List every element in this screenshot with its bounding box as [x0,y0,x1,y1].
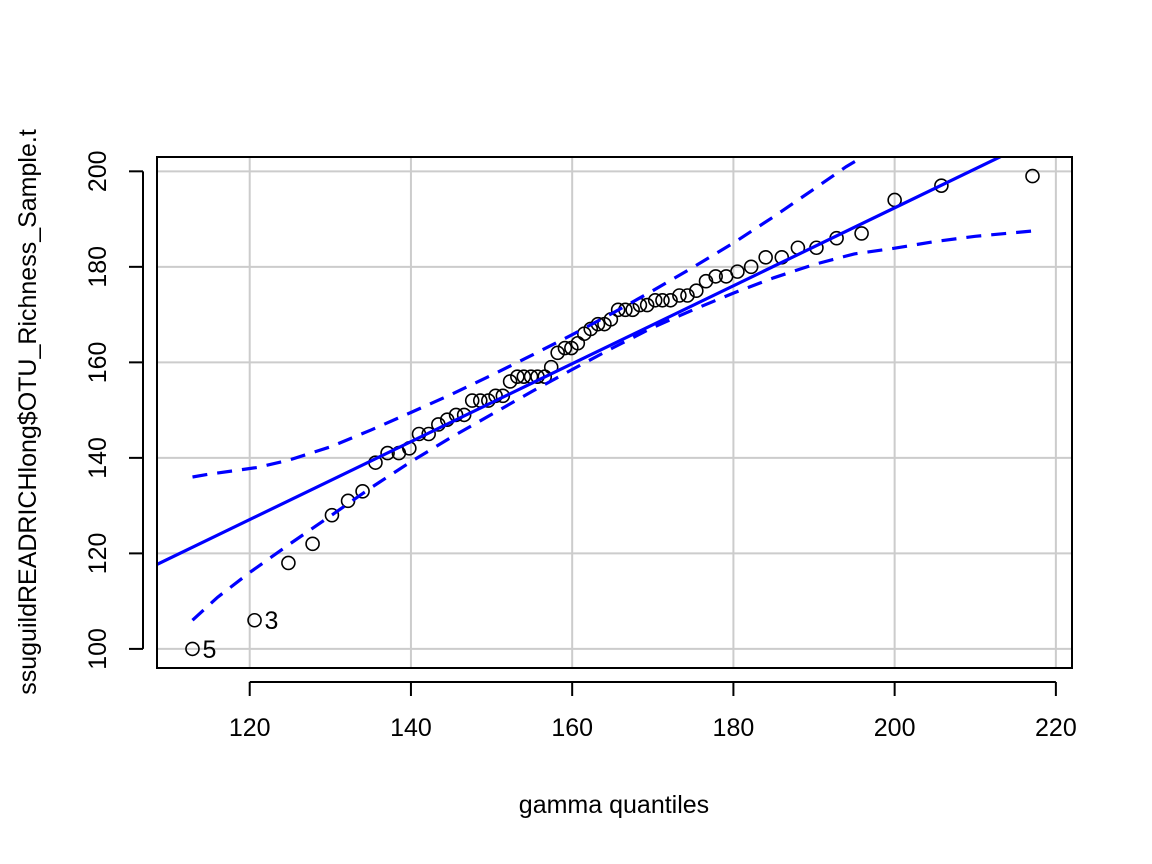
x-tick-label: 180 [713,714,755,742]
data-point [854,226,869,241]
data-point [655,292,670,308]
data-point [639,297,655,313]
data-point [557,340,573,356]
data-point [730,264,745,279]
grid-lines [157,157,1072,668]
y-tick-label: 160 [84,342,112,384]
x-tick-label: 120 [229,714,271,742]
confidence-band-line [191,229,1033,622]
data-point [502,374,518,389]
y-tick-label: 120 [84,533,112,575]
data-point [464,393,480,408]
x-tick-label: 200 [874,714,916,742]
data-point [672,288,687,303]
y-tick-label: 180 [84,246,112,288]
reference-line [157,157,1004,566]
confidence-band-line [192,157,866,479]
data-point [663,292,678,308]
x-tick-label: 220 [1035,714,1077,742]
data-point [550,345,565,361]
y-tick-label: 100 [84,628,112,670]
plot-region [157,157,1040,657]
data-point [247,612,262,628]
point-label: 5 [202,636,216,664]
data-point [680,288,695,303]
x-tick-label: 160 [551,714,593,742]
x-axis-title: gamma quantiles [519,791,709,819]
data-point [324,507,340,523]
axes: 120 140 160 180 200 220 100 120 140 160 180 200 [84,150,1077,742]
data-point [610,302,626,318]
data-point [647,292,663,308]
data-point [743,259,759,275]
data-point [185,641,200,657]
y-tick-label: 200 [84,150,112,192]
data-point [583,321,599,337]
data-point [305,536,320,552]
y-tick-label: 140 [84,437,112,479]
data-point [1025,168,1040,184]
data-point [758,249,773,265]
plot-frame [156,156,1073,669]
data-point [708,269,723,284]
x-tick-label: 140 [390,714,432,742]
data-point [421,426,436,442]
data-point [689,283,704,299]
data-point [456,407,472,423]
data-point [355,483,370,499]
y-axis-title: ssuguildREADRICHlong$OTU_Richness_Sample… [14,129,42,695]
data-point [380,445,395,461]
point-label: 3 [265,607,279,635]
data-point [281,555,296,571]
data-point [934,178,949,193]
